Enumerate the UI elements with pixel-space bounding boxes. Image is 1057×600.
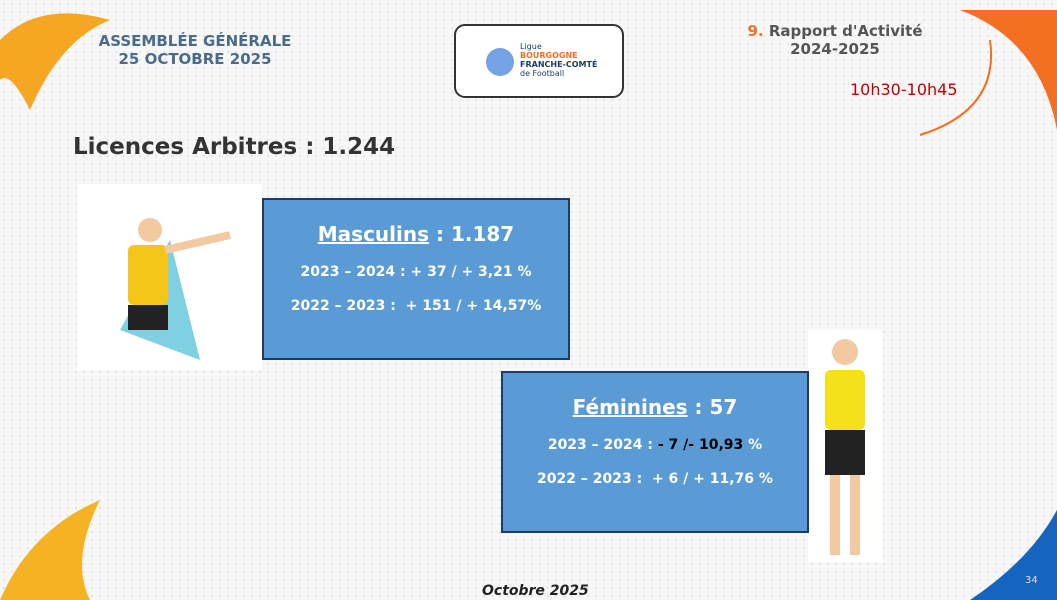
logo-line: BOURGOGNE: [520, 51, 597, 60]
page-number: 34: [1025, 575, 1038, 586]
box-label: Féminines: [573, 395, 688, 419]
box-line: 2023 – 2024 : + 37 / + 3,21 %: [264, 264, 568, 280]
male-referee-head: [138, 218, 162, 242]
female-referee-shirt: [825, 370, 865, 430]
swoosh-top-right: [960, 10, 1057, 130]
footer-date: Octobre 2025: [482, 583, 589, 599]
box-highlight: - 7 /- 10,93: [658, 437, 743, 453]
box-value: : 1.187: [436, 222, 514, 246]
box-line: 2022 – 2023 : + 151 / + 14,57%: [264, 298, 568, 314]
box-line: 2022 – 2023 : + 6 / + 11,76 %: [503, 471, 807, 487]
box-value: : 57: [695, 395, 738, 419]
time: 10h30-10h45: [850, 80, 958, 99]
box-line: %: [743, 437, 762, 453]
slide-title: Licences Arbitres : 1.244: [73, 134, 395, 160]
logo-mark: [486, 48, 514, 76]
box-label: Masculins: [318, 222, 429, 246]
slide: ASSEMBLÉE GÉNÉRALE25 OCTOBRE 2025 LigueB…: [0, 0, 1057, 600]
female-referee-leg: [830, 475, 840, 555]
logo-line: de Football: [520, 69, 597, 78]
section-number: 9.: [747, 22, 763, 40]
logo-line: FRANCHE-COMTÉ: [520, 60, 597, 69]
assembly-line: 25 OCTOBRE 2025: [95, 50, 295, 68]
section-title: Rapport d'Activité: [769, 22, 923, 40]
box-line: 2023 – 2024 :: [548, 437, 658, 453]
swoosh-bottom-left: [0, 500, 100, 600]
swoosh-bottom-right: [970, 510, 1057, 600]
male-referee-shorts: [128, 305, 168, 330]
female-referee-shorts: [825, 430, 865, 475]
female-referee-head: [832, 339, 858, 365]
assembly-line: ASSEMBLÉE GÉNÉRALE: [95, 32, 295, 50]
masculins-box: Masculins : 1.187 2023 – 2024 : + 37 / +…: [262, 198, 570, 360]
female-referee-leg: [850, 475, 860, 555]
feminines-box: Féminines : 57 2023 – 2024 : - 7 /- 10,9…: [501, 371, 809, 533]
section-years: 2024-2025: [735, 40, 935, 58]
swoosh-top-left: [0, 13, 110, 110]
male-referee-shirt: [128, 245, 168, 305]
logo-line: Ligue: [520, 42, 597, 51]
